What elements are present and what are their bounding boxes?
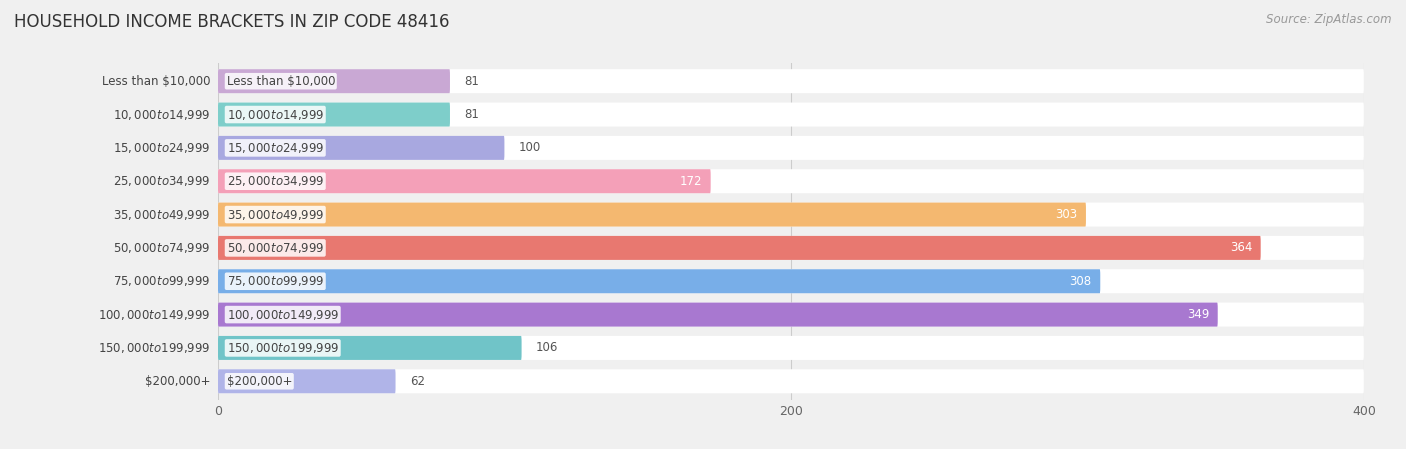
Text: 308: 308 [1070,275,1091,288]
Text: $35,000 to $49,999: $35,000 to $49,999 [226,207,323,221]
FancyBboxPatch shape [218,236,1261,260]
FancyBboxPatch shape [218,269,1364,293]
Text: HOUSEHOLD INCOME BRACKETS IN ZIP CODE 48416: HOUSEHOLD INCOME BRACKETS IN ZIP CODE 48… [14,13,450,31]
FancyBboxPatch shape [218,169,1364,193]
Text: $10,000 to $14,999: $10,000 to $14,999 [226,108,323,122]
Text: 62: 62 [411,375,425,388]
Text: $75,000 to $99,999: $75,000 to $99,999 [114,274,211,288]
Text: Less than $10,000: Less than $10,000 [226,75,335,88]
Text: $50,000 to $74,999: $50,000 to $74,999 [114,241,211,255]
Text: $100,000 to $149,999: $100,000 to $149,999 [226,308,339,321]
Text: $35,000 to $49,999: $35,000 to $49,999 [114,207,211,221]
Text: $100,000 to $149,999: $100,000 to $149,999 [98,308,211,321]
FancyBboxPatch shape [218,202,1085,227]
FancyBboxPatch shape [218,336,1364,360]
Text: $50,000 to $74,999: $50,000 to $74,999 [226,241,323,255]
FancyBboxPatch shape [218,69,450,93]
FancyBboxPatch shape [218,303,1364,326]
Text: Source: ZipAtlas.com: Source: ZipAtlas.com [1267,13,1392,26]
FancyBboxPatch shape [218,102,450,127]
Text: 172: 172 [679,175,702,188]
FancyBboxPatch shape [218,369,395,393]
Text: $10,000 to $14,999: $10,000 to $14,999 [114,108,211,122]
FancyBboxPatch shape [218,336,522,360]
Text: 106: 106 [536,341,558,354]
Text: $75,000 to $99,999: $75,000 to $99,999 [226,274,323,288]
Text: $200,000+: $200,000+ [226,375,292,388]
Text: 349: 349 [1187,308,1209,321]
Text: 303: 303 [1056,208,1077,221]
Text: $150,000 to $199,999: $150,000 to $199,999 [226,341,339,355]
FancyBboxPatch shape [218,136,505,160]
FancyBboxPatch shape [218,102,1364,127]
Text: $150,000 to $199,999: $150,000 to $199,999 [98,341,211,355]
Text: 364: 364 [1230,242,1253,255]
FancyBboxPatch shape [218,236,1364,260]
Text: $25,000 to $34,999: $25,000 to $34,999 [114,174,211,188]
Text: $200,000+: $200,000+ [145,375,211,388]
Text: 81: 81 [464,108,479,121]
Text: $15,000 to $24,999: $15,000 to $24,999 [226,141,323,155]
Text: 81: 81 [464,75,479,88]
Text: $25,000 to $34,999: $25,000 to $34,999 [226,174,323,188]
FancyBboxPatch shape [218,136,1364,160]
Text: 100: 100 [519,141,541,154]
FancyBboxPatch shape [218,169,710,193]
FancyBboxPatch shape [218,269,1101,293]
Text: $15,000 to $24,999: $15,000 to $24,999 [114,141,211,155]
Text: Less than $10,000: Less than $10,000 [103,75,211,88]
FancyBboxPatch shape [218,303,1218,326]
FancyBboxPatch shape [218,369,1364,393]
FancyBboxPatch shape [218,69,1364,93]
FancyBboxPatch shape [218,202,1364,227]
